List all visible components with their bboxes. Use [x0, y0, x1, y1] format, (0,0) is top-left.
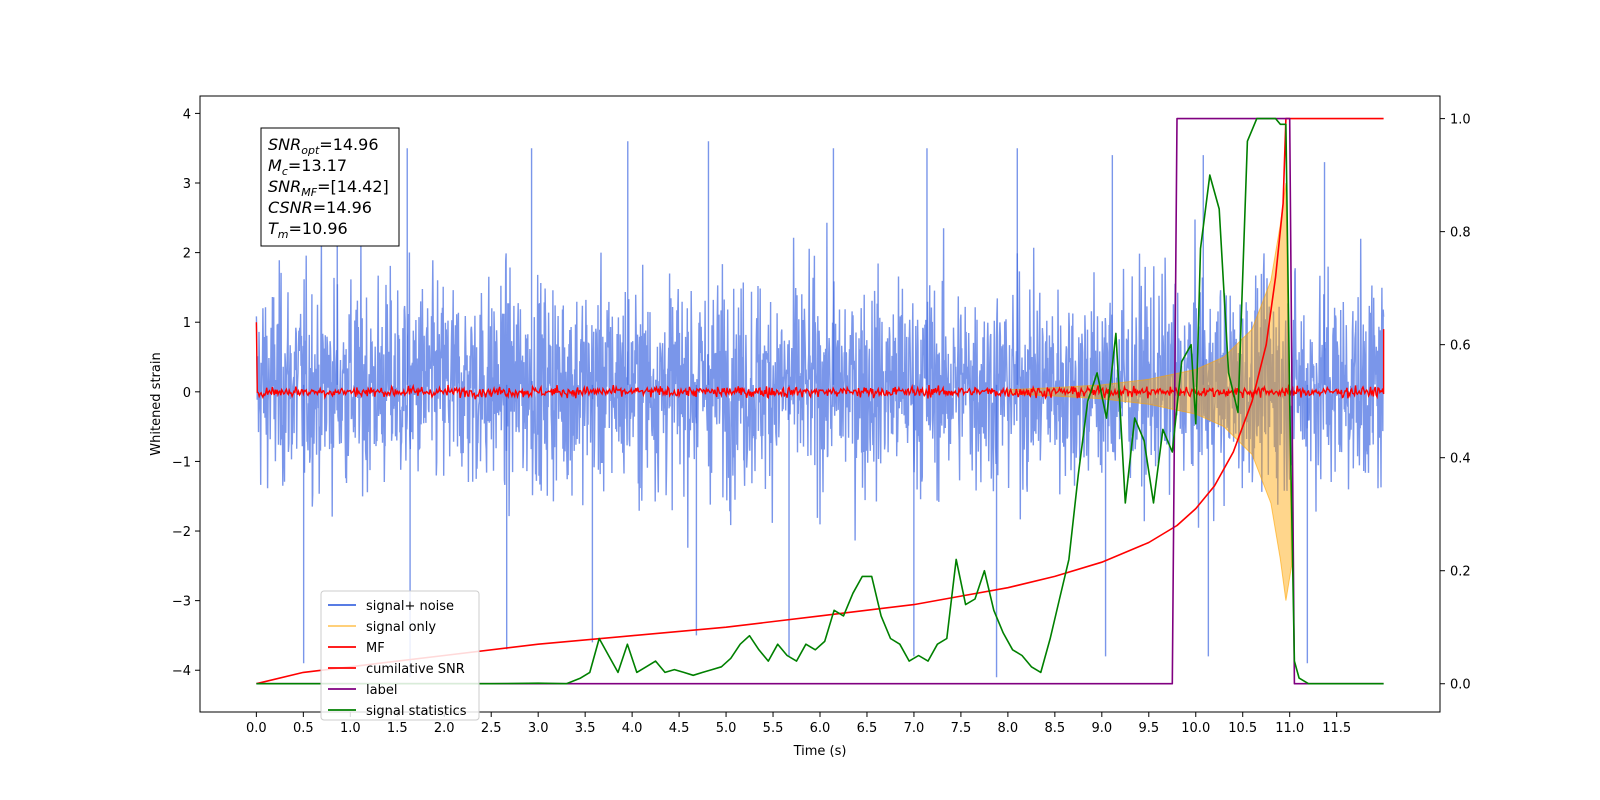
y-axis-label: Whitened strain — [149, 352, 164, 455]
legend-frame — [320, 590, 480, 721]
annotation-line: Tm=10.96 — [268, 219, 348, 241]
series-cumulative-snr — [256, 117, 1384, 685]
y2-tick-label: 0.2 — [1450, 565, 1471, 580]
x-tick-label: 0.0 — [246, 721, 267, 736]
y2-tick-label: 0.8 — [1450, 226, 1471, 241]
series-signal-only — [1007, 182, 1293, 601]
x-tick-label: 6.0 — [810, 721, 831, 736]
y2-tick-label: 0.0 — [1450, 678, 1471, 693]
y-tick-label: −3 — [172, 595, 191, 610]
x-tick-label: 3.5 — [575, 721, 596, 736]
legend-label: MF — [366, 641, 385, 656]
series-signal-noise — [255, 219, 1385, 548]
annotation-line: SNRMF=[14.42] — [268, 177, 389, 199]
legend: signal+ noise signal only MF cumilative SNR… — [320, 590, 480, 721]
x-tick-label: 4.0 — [622, 721, 643, 736]
y-tick-label: 0 — [183, 386, 191, 401]
annotation-line: SNRopt=14.96 — [268, 135, 379, 157]
legend-label: cumilative SNR — [366, 662, 465, 677]
series-signal-statistics — [256, 117, 1384, 685]
y-axis-left: 4 3 2 1 0 −1 −2 −3 −4 — [172, 107, 200, 679]
y-tick-label: −1 — [172, 455, 191, 470]
x-tick-label: 1.0 — [340, 721, 361, 736]
y2-tick-label: 0.4 — [1450, 452, 1471, 467]
x-tick-label: 0.5 — [293, 721, 314, 736]
x-tick-label: 11.5 — [1322, 721, 1351, 736]
x-axis: 0.0 0.5 1.0 1.5 2.0 2.5 3.0 3.5 4.0 4.5 5.0 5.5 6.0 6… — [246, 712, 1351, 736]
x-tick-label: 2.5 — [481, 721, 502, 736]
x-tick-label: 7.0 — [904, 721, 925, 736]
y2-tick-label: 0.6 — [1450, 339, 1471, 354]
x-tick-label: 4.5 — [669, 721, 690, 736]
annotation-line: Mc=13.17 — [268, 156, 347, 178]
y2-tick-label: 1.0 — [1450, 113, 1471, 128]
y-tick-label: 4 — [183, 107, 191, 122]
x-tick-label: 1.5 — [387, 721, 408, 736]
y-tick-label: 1 — [183, 316, 191, 331]
x-tick-label: 9.0 — [1091, 721, 1112, 736]
x-tick-label: 5.5 — [763, 721, 784, 736]
series-label — [256, 117, 1384, 685]
y-tick-label: 3 — [183, 177, 191, 192]
annotation-line: CSNR=14.96 — [268, 198, 372, 217]
annotation-frame — [260, 127, 400, 247]
annotation-lines: SNRopt=14.96Mc=13.17SNRMF=[14.42]CSNR=14… — [268, 135, 389, 241]
x-tick-label: 8.0 — [998, 721, 1019, 736]
y-tick-label: −2 — [172, 525, 191, 540]
x-tick-label: 5.0 — [716, 721, 737, 736]
x-axis-label: Time (s) — [793, 744, 847, 759]
legend-label: label — [366, 683, 397, 698]
x-tick-label: 10.5 — [1228, 721, 1257, 736]
x-tick-label: 2.0 — [434, 721, 455, 736]
y-tick-label: 2 — [183, 247, 191, 262]
x-tick-label: 9.5 — [1138, 721, 1159, 736]
x-tick-label: 6.5 — [857, 721, 878, 736]
x-tick-label: 3.0 — [528, 721, 549, 736]
x-tick-label: 8.5 — [1045, 721, 1066, 736]
legend-entries: signal+ noise signal only MF cumilative SNR… — [328, 599, 467, 719]
series-layer — [255, 117, 1385, 685]
x-tick-label: 11.0 — [1275, 721, 1304, 736]
x-tick-label: 10.0 — [1181, 721, 1210, 736]
y-tick-label: −4 — [172, 664, 191, 679]
y-axis-right: 1.0 0.8 0.6 0.4 0.2 0.0 — [1440, 113, 1471, 693]
annotation-box: SNRopt=14.96Mc=13.17SNRMF=[14.42]CSNR=14… — [260, 127, 400, 247]
legend-label: signal+ noise — [366, 599, 454, 614]
legend-label: signal only — [366, 620, 436, 635]
legend-label: signal statistics — [366, 704, 467, 719]
x-tick-label: 7.5 — [951, 721, 972, 736]
